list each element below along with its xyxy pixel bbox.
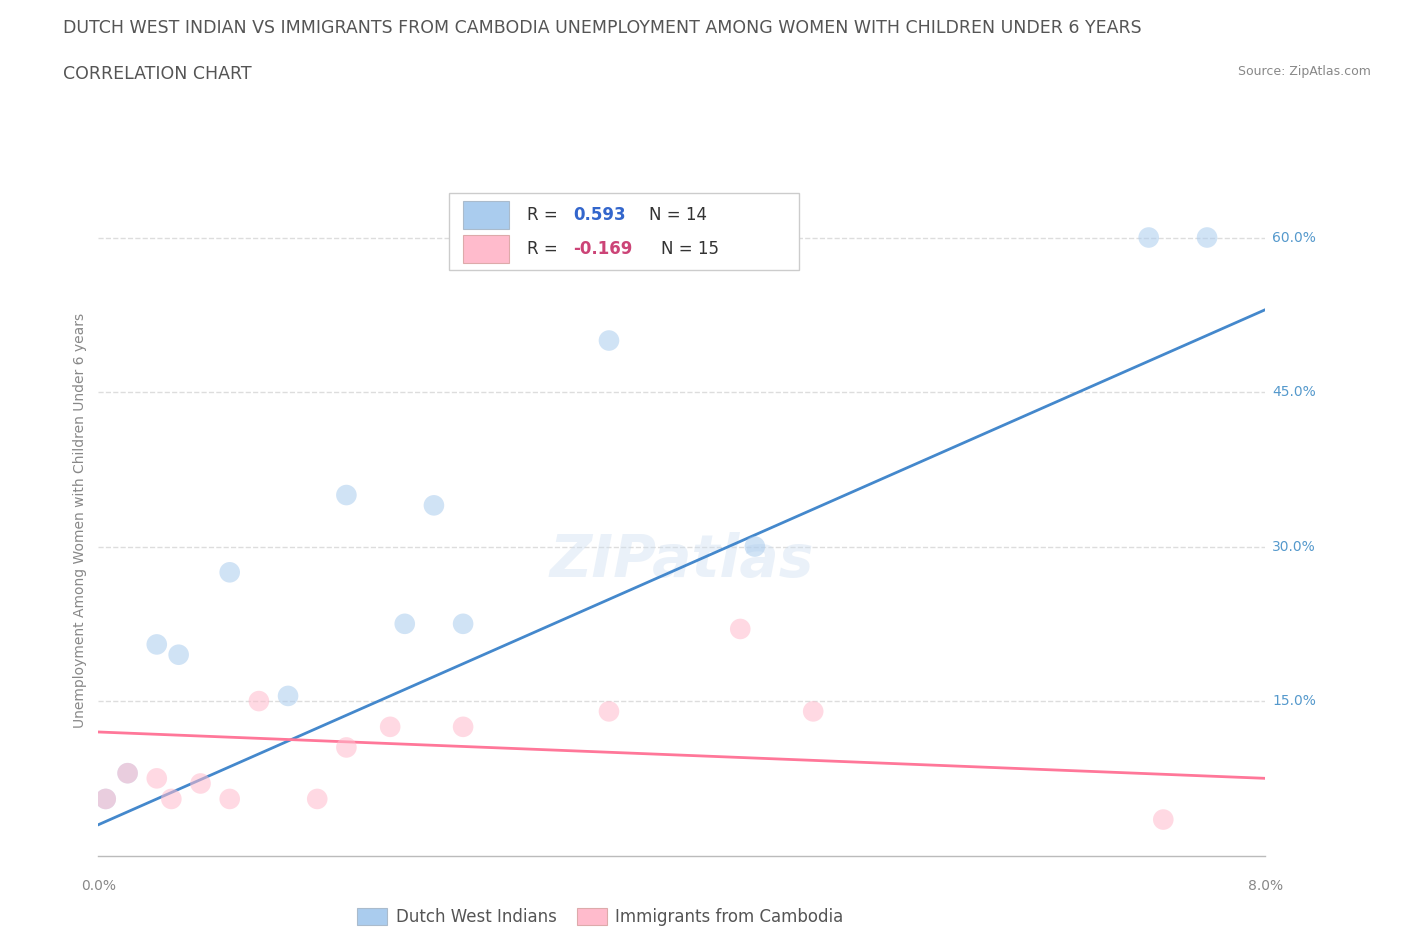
Point	[247, 694, 270, 709]
Text: 45.0%: 45.0%	[1272, 385, 1316, 399]
Point	[190, 776, 212, 790]
Point	[598, 333, 620, 348]
Text: R =: R =	[527, 206, 562, 224]
Text: Source: ZipAtlas.com: Source: ZipAtlas.com	[1237, 65, 1371, 78]
Point	[394, 617, 416, 631]
Point	[423, 498, 446, 512]
Text: R =: R =	[527, 240, 562, 258]
Text: N = 14: N = 14	[650, 206, 707, 224]
Text: ZIPatlas: ZIPatlas	[550, 533, 814, 590]
Point	[117, 765, 139, 780]
Point	[1152, 812, 1174, 827]
Point	[730, 621, 752, 636]
Text: DUTCH WEST INDIAN VS IMMIGRANTS FROM CAMBODIA UNEMPLOYMENT AMONG WOMEN WITH CHIL: DUTCH WEST INDIAN VS IMMIGRANTS FROM CAM…	[63, 19, 1142, 36]
Point	[117, 765, 139, 780]
Point	[277, 688, 299, 703]
Point	[335, 487, 357, 502]
FancyBboxPatch shape	[463, 201, 509, 229]
Point	[801, 704, 824, 719]
Point	[167, 647, 190, 662]
Text: N = 15: N = 15	[661, 240, 718, 258]
Point	[218, 791, 240, 806]
Text: CORRELATION CHART: CORRELATION CHART	[63, 65, 252, 83]
Point	[307, 791, 329, 806]
Point	[1137, 230, 1160, 245]
Point	[146, 637, 169, 652]
Point	[218, 565, 240, 579]
Point	[598, 704, 620, 719]
Text: 0.0%: 0.0%	[82, 879, 115, 893]
Point	[1195, 230, 1218, 245]
Point	[335, 740, 357, 755]
Point	[451, 617, 474, 631]
FancyBboxPatch shape	[449, 193, 799, 270]
Point	[146, 771, 169, 786]
Text: 0.593: 0.593	[574, 206, 626, 224]
Point	[378, 720, 402, 735]
Text: 15.0%: 15.0%	[1272, 694, 1316, 708]
FancyBboxPatch shape	[463, 235, 509, 263]
Y-axis label: Unemployment Among Women with Children Under 6 years: Unemployment Among Women with Children U…	[73, 313, 87, 728]
Point	[160, 791, 183, 806]
Legend: Dutch West Indians, Immigrants from Cambodia: Dutch West Indians, Immigrants from Camb…	[349, 899, 852, 930]
Point	[94, 791, 117, 806]
Text: 30.0%: 30.0%	[1272, 539, 1316, 553]
Point	[744, 539, 766, 554]
Point	[451, 720, 474, 735]
Text: 60.0%: 60.0%	[1272, 231, 1316, 245]
Text: -0.169: -0.169	[574, 240, 633, 258]
Text: 8.0%: 8.0%	[1249, 879, 1282, 893]
Point	[94, 791, 117, 806]
